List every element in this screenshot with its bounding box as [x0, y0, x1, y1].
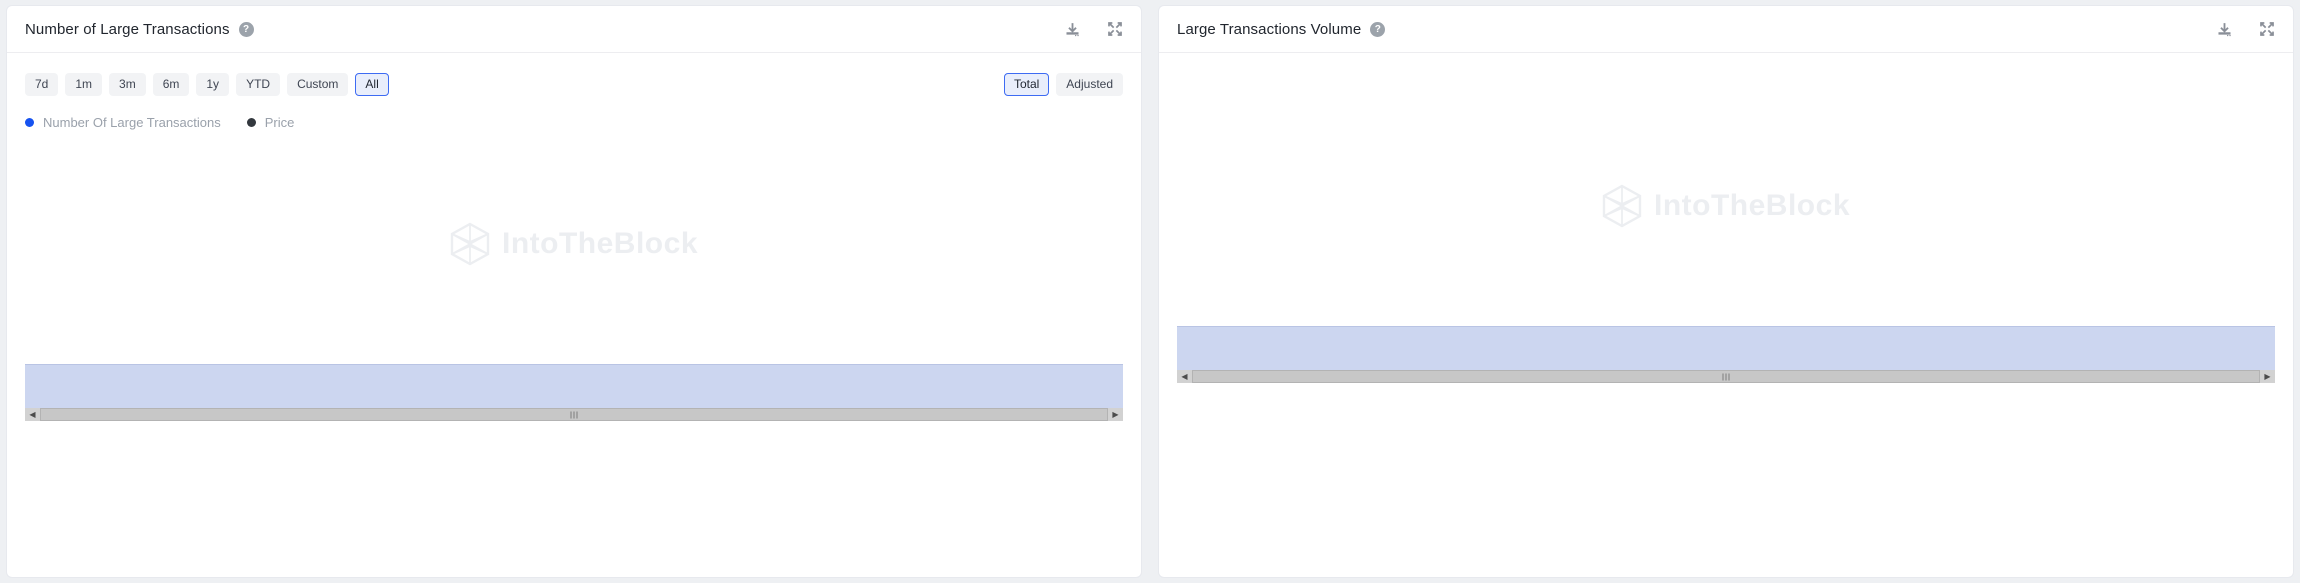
range-selector[interactable]: [1177, 326, 2275, 370]
chart-scrollbar: ◀ ▶: [1177, 370, 2275, 383]
time-range-custom[interactable]: Custom: [287, 73, 349, 97]
help-icon[interactable]: ?: [238, 21, 254, 37]
mode-toggle-group: Total Adjusted: [1003, 73, 1123, 97]
time-range-ytd[interactable]: YTD: [236, 73, 281, 97]
watermark: IntoTheBlock: [1602, 184, 1850, 228]
scroll-left-arrow[interactable]: ◀: [1177, 370, 1192, 383]
time-range-all[interactable]: All: [355, 73, 389, 97]
watermark-text: IntoTheBlock: [501, 227, 699, 261]
main-chart[interactable]: IntoTheBlock: [25, 144, 1123, 350]
legend-dot-icon: [25, 118, 34, 128]
page-title: Large Transactions Volume: [1177, 20, 1362, 38]
time-range-1y[interactable]: 1y: [196, 73, 230, 97]
legend-item: Price: [246, 115, 295, 131]
legend: Number Of Large Transactions Price: [7, 115, 1141, 130]
legend-label: Price: [264, 115, 295, 131]
download-button[interactable]: [1064, 21, 1081, 38]
scroll-thumb[interactable]: [1192, 370, 2260, 383]
panel-large-transactions-volume: Large Transactions Volume ?: [1158, 5, 2294, 578]
intotheblock-logo-icon: [450, 222, 490, 266]
scroll-thumb[interactable]: [40, 408, 1108, 422]
mode-total-button[interactable]: Total: [1003, 73, 1050, 97]
mode-adjusted-button[interactable]: Adjusted: [1056, 73, 1123, 97]
chart-scrollbar: ◀ ▶: [25, 408, 1123, 422]
legend-item: Number Of Large Transactions: [25, 115, 221, 130]
panel-large-transactions-count: Number of Large Transactions ?: [6, 5, 1142, 578]
legend-label: Number Of Large Transactions: [43, 115, 221, 131]
time-range-1m[interactable]: 1m: [65, 73, 103, 97]
expand-button[interactable]: [2259, 21, 2275, 37]
scroll-left-arrow[interactable]: ◀: [25, 408, 40, 422]
watermark: IntoTheBlock: [450, 222, 698, 266]
scroll-right-arrow[interactable]: ▶: [1108, 408, 1123, 422]
expand-button[interactable]: [1107, 21, 1123, 37]
page-title: Number of Large Transactions: [25, 20, 230, 38]
panel-header: Large Transactions Volume ?: [1159, 6, 2293, 53]
time-range-7d[interactable]: 7d: [25, 73, 59, 97]
help-icon[interactable]: ?: [1370, 21, 1386, 37]
main-chart[interactable]: IntoTheBlock: [1177, 106, 2275, 312]
watermark-text: IntoTheBlock: [1653, 189, 1851, 222]
time-range-3m[interactable]: 3m: [109, 73, 146, 97]
range-selector[interactable]: [25, 364, 1123, 409]
time-range-group: 7d 1m 3m 6m 1y YTD Custom All: [25, 73, 389, 97]
legend-dot-icon: [246, 118, 256, 128]
scroll-right-arrow[interactable]: ▶: [2260, 370, 2275, 383]
panel-header: Number of Large Transactions ?: [7, 6, 1141, 53]
intotheblock-logo-icon: [1602, 184, 1642, 228]
controls-row: 7d 1m 3m 6m 1y YTD Custom All Total Adjusted: [7, 73, 1141, 97]
time-range-6m[interactable]: 6m: [152, 73, 190, 97]
download-button[interactable]: [2216, 21, 2233, 38]
